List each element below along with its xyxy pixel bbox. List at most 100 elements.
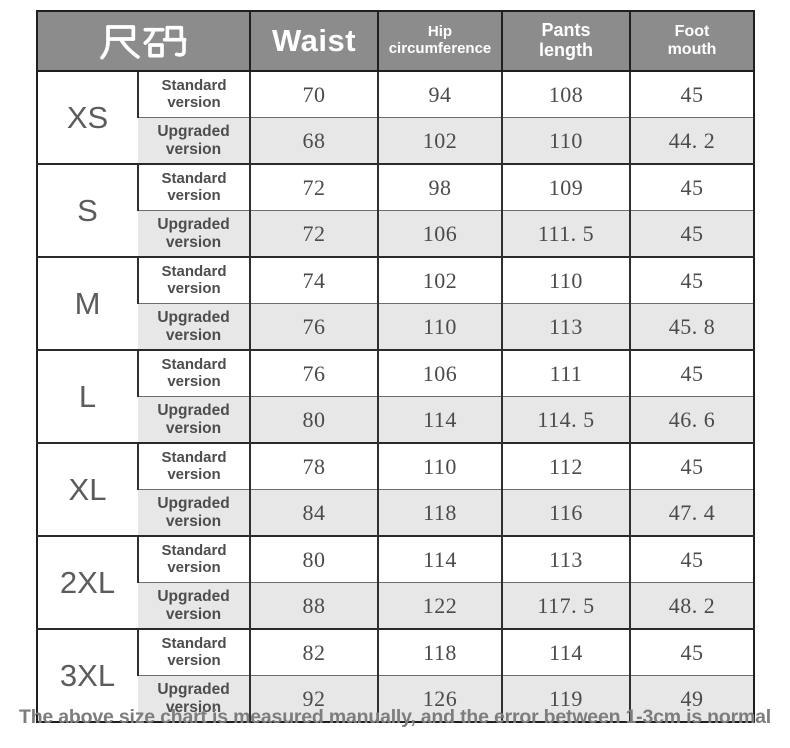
cell-2xl-upgraded-pants: 117. 5 [501,582,630,629]
cell-s-upgraded-hip: 106 [377,210,502,257]
cell-s-upgraded-waist: 72 [249,210,378,257]
table-row: Upgraded version 80 114 114. 5 46. 6 [37,396,754,443]
table-row: XL Standard version 78 110 112 45 [37,442,754,536]
cell-2xl-standard-waist: 80 [249,535,378,583]
version-label-standard: Standard version [137,442,250,490]
header-waist: Waist [249,11,378,72]
cell-3xl-upgraded-foot: 49 [629,675,754,722]
size-label-s: S [37,163,138,257]
cell-s-standard-pants: 109 [501,163,630,211]
version-label-upgraded: Upgraded version [138,396,250,443]
cell-2xl-standard-pants: 113 [501,535,630,583]
cell-s-standard-hip: 98 [377,163,502,211]
table-row: S Standard version 72 98 109 45 [37,163,754,257]
size-chart-table: 尺码 Waist Hip circumference Pants length … [36,10,755,723]
cell-m-standard-pants: 110 [501,256,630,304]
cell-m-standard-waist: 74 [249,256,378,304]
table-row: Upgraded version 72 106 111. 5 45 [37,210,754,257]
cell-l-upgraded-waist: 80 [249,396,378,443]
cell-xl-standard-waist: 78 [249,442,378,490]
version-label-standard: Standard version [137,70,250,118]
cell-l-standard-hip: 106 [377,349,502,397]
cell-m-standard-hip: 102 [377,256,502,304]
cell-xs-upgraded-pants: 110 [501,117,630,164]
cell-s-standard-waist: 72 [249,163,378,211]
cell-xs-standard-foot: 45 [629,70,754,118]
header-size-cn-label: 尺码 [144,61,145,62]
version-label-standard: Standard version [137,628,250,676]
table-header: 尺码 Waist Hip circumference Pants length … [37,11,754,72]
cell-xs-upgraded-waist: 68 [249,117,378,164]
cell-3xl-upgraded-hip: 126 [377,675,502,722]
table-row: Upgraded version 92 126 119 49 [37,675,754,722]
version-label-upgraded: Upgraded version [138,582,250,629]
table-row: 3XL Standard version 82 118 114 45 [37,628,754,722]
cell-xs-upgraded-hip: 102 [377,117,502,164]
header-pants-length: Pants length [501,11,630,72]
footer-note: The above size chart is measured manuall… [19,706,771,728]
table-row: M Standard version 74 102 110 45 [37,256,754,350]
size-label-xl: XL [37,442,138,536]
cell-l-standard-pants: 111 [501,349,630,397]
table-row: Upgraded version 84 118 116 47. 4 [37,489,754,536]
size-label-xs: XS [37,70,138,164]
header-foot-mouth: Foot mouth [629,11,754,72]
cell-xl-upgraded-foot: 47. 4 [629,489,754,536]
cell-3xl-upgraded-pants: 119 [501,675,630,722]
cell-l-upgraded-pants: 114. 5 [501,396,630,443]
version-label-standard: Standard version [137,349,250,397]
size-label-m: M [37,256,138,350]
cell-3xl-standard-pants: 114 [501,628,630,676]
version-label-upgraded: Upgraded version [138,675,250,722]
size-label-3xl: 3XL [37,628,138,722]
cell-3xl-standard-waist: 82 [249,628,378,676]
table-row: L Standard version 76 106 111 45 [37,349,754,443]
size-label-2xl: 2XL [37,535,138,629]
table-row: Upgraded version 76 110 113 45. 8 [37,303,754,350]
cell-m-standard-foot: 45 [629,256,754,304]
cell-2xl-upgraded-hip: 122 [377,582,502,629]
version-label-upgraded: Upgraded version [138,117,250,164]
cell-2xl-standard-foot: 45 [629,535,754,583]
cell-m-upgraded-hip: 110 [377,303,502,350]
version-label-upgraded: Upgraded version [138,489,250,536]
cell-3xl-standard-hip: 118 [377,628,502,676]
cell-xs-standard-hip: 94 [377,70,502,118]
version-label-standard: Standard version [137,163,250,211]
cell-3xl-standard-foot: 45 [629,628,754,676]
header-hip: Hip circumference [377,11,502,72]
cell-xl-standard-hip: 110 [377,442,502,490]
size-label-l: L [37,349,138,443]
cell-m-upgraded-pants: 113 [501,303,630,350]
table-row: XS Standard version 70 94 108 45 [37,70,754,164]
cell-2xl-upgraded-waist: 88 [249,582,378,629]
cell-s-standard-foot: 45 [629,163,754,211]
header-size-cn: 尺码 [37,11,250,72]
cell-l-upgraded-hip: 114 [377,396,502,443]
cell-xl-upgraded-waist: 84 [249,489,378,536]
size-cn-glyphs-icon [99,25,186,60]
cell-xl-upgraded-pants: 116 [501,489,630,536]
cell-2xl-standard-hip: 114 [377,535,502,583]
cell-m-upgraded-waist: 76 [249,303,378,350]
cell-xl-standard-pants: 112 [501,442,630,490]
cell-l-standard-foot: 45 [629,349,754,397]
cell-3xl-upgraded-waist: 92 [249,675,378,722]
version-label-upgraded: Upgraded version [138,210,250,257]
version-label-standard: Standard version [137,256,250,304]
cell-m-upgraded-foot: 45. 8 [629,303,754,350]
table-row: Upgraded version 68 102 110 44. 2 [37,117,754,164]
version-label-standard: Standard version [137,535,250,583]
cell-xl-standard-foot: 45 [629,442,754,490]
table-row: Upgraded version 88 122 117. 5 48. 2 [37,582,754,629]
cell-s-upgraded-foot: 45 [629,210,754,257]
table-row: 2XL Standard version 80 114 113 45 [37,535,754,629]
cell-xs-standard-waist: 70 [249,70,378,118]
cell-2xl-upgraded-foot: 48. 2 [629,582,754,629]
cell-xs-standard-pants: 108 [501,70,630,118]
cell-xs-upgraded-foot: 44. 2 [629,117,754,164]
cell-xl-upgraded-hip: 118 [377,489,502,536]
cell-l-upgraded-foot: 46. 6 [629,396,754,443]
cell-s-upgraded-pants: 111. 5 [501,210,630,257]
version-label-upgraded: Upgraded version [138,303,250,350]
